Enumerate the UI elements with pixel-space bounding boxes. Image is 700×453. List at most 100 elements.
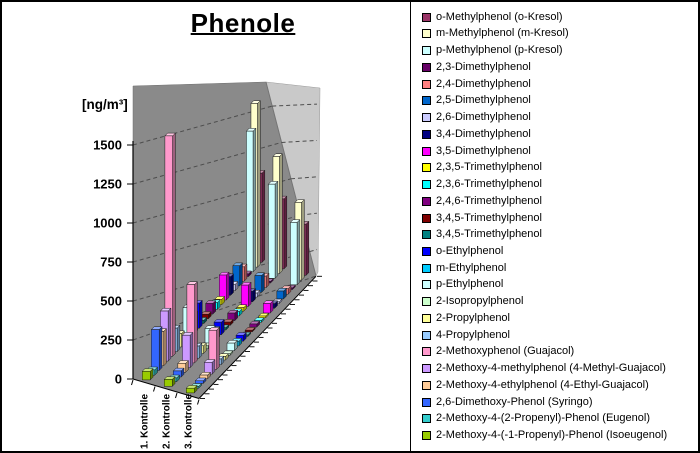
series-depth-axis bbox=[198, 275, 322, 399]
bar bbox=[141, 367, 154, 381]
bar bbox=[218, 271, 230, 301]
y-axis: 0 250 500 750 1000 1250 1500 bbox=[93, 138, 134, 387]
legend-marker bbox=[422, 247, 431, 257]
bar bbox=[205, 300, 217, 315]
bar bbox=[267, 180, 279, 279]
legend-marker bbox=[422, 180, 431, 190]
legend-marker bbox=[422, 29, 431, 39]
legend-marker bbox=[422, 12, 431, 22]
bars bbox=[141, 100, 310, 394]
legend-label: p-Ethylphenol bbox=[436, 278, 504, 291]
legend-marker bbox=[422, 364, 431, 374]
legend-item: 2-Methoxyphenol (Guajacol) bbox=[422, 346, 696, 357]
legend-label: m-Ethylphenol bbox=[436, 261, 507, 274]
legend-label: 2,6-Dimethoxy-Phenol (Syringo) bbox=[436, 395, 593, 408]
legend-item: m-Methylphenol (m-Kresol) bbox=[422, 28, 696, 39]
legend-item: 2,4,6-Trimethylphenol bbox=[422, 194, 696, 207]
legend-item: 2-Propylphenol bbox=[422, 311, 696, 324]
legend-marker bbox=[422, 129, 431, 139]
legend-item: 3,4,5-Trimethylphenol bbox=[422, 229, 696, 240]
category-label: 1. Kontrolle bbox=[140, 394, 151, 449]
legend-item: 2-Methoxy-4-(2-Propenyl)-Phenol (Eugenol… bbox=[422, 413, 696, 424]
legend-item: o-Methylphenol (o-Kresol) bbox=[422, 10, 696, 23]
legend-item: 3,5-Dimethylphenol bbox=[422, 144, 696, 157]
legend-item: o-Ethylphenol bbox=[422, 246, 696, 257]
legend: o-Methylphenol (o-Kresol) m-Methylphenol … bbox=[410, 2, 698, 451]
legend-label: 2-Propylphenol bbox=[436, 311, 510, 324]
legend-item: p-Methylphenol (p-Kresol) bbox=[422, 45, 696, 56]
legend-marker bbox=[422, 79, 431, 89]
legend-item: 2,3-Dimethylphenol bbox=[422, 61, 696, 73]
legend-item: 2-Methoxy-4-ethylphenol (4-Ethyl-Guajaco… bbox=[422, 379, 696, 391]
legend-item: 2-Methoxy-4-methylphenol (4-Methyl-Guaja… bbox=[422, 363, 696, 374]
bar bbox=[163, 375, 176, 388]
legend-marker bbox=[422, 146, 431, 156]
bar bbox=[240, 281, 252, 308]
legend-label: 2,4,6-Trimethylphenol bbox=[436, 194, 542, 207]
legend-marker bbox=[422, 431, 431, 441]
legend-marker bbox=[422, 230, 431, 240]
legend-marker bbox=[422, 414, 431, 424]
category-label: 2. Kontrolle bbox=[162, 394, 173, 449]
chart-3d-plot: 0 250 500 750 1000 1250 1500 1. Kontrolle 2. Kon… bbox=[93, 81, 322, 449]
chart-title: Phenole bbox=[190, 8, 296, 38]
bar bbox=[254, 272, 266, 294]
legend-item: 2,3,5-Trimethylphenol bbox=[422, 162, 696, 173]
legend-marker bbox=[422, 380, 431, 390]
bar bbox=[150, 326, 163, 372]
legend-marker bbox=[422, 297, 431, 307]
y-tick-label: 0 bbox=[115, 372, 122, 387]
category-axis bbox=[131, 378, 200, 405]
legend-label: 3,4,5-Trimethylphenol bbox=[436, 211, 542, 224]
legend-item: m-Ethylphenol bbox=[422, 261, 696, 274]
legend-marker bbox=[422, 163, 431, 173]
legend-label: m-Methylphenol (m-Kresol) bbox=[436, 27, 569, 40]
legend-label: 2,6-Dimethylphenol bbox=[436, 111, 531, 124]
legend-item: 3,4,5-Trimethylphenol bbox=[422, 211, 696, 224]
legend-item: 2-Isopropylphenol bbox=[422, 296, 696, 307]
bar bbox=[203, 358, 216, 375]
legend-label: 3,5-Dimethylphenol bbox=[436, 144, 531, 157]
legend-label: 2-Methoxyphenol (Guajacol) bbox=[436, 345, 575, 358]
legend-marker bbox=[422, 263, 431, 273]
legend-marker bbox=[422, 62, 431, 72]
legend-marker bbox=[422, 397, 431, 407]
category-labels: 1. Kontrolle 2. Kontrolle 3. Kontrolle bbox=[140, 394, 195, 449]
y-tick-label: 250 bbox=[100, 333, 122, 348]
legend-marker bbox=[422, 46, 431, 56]
legend-label: o-Methylphenol (o-Kresol) bbox=[436, 10, 563, 23]
bar bbox=[258, 312, 270, 319]
legend-label: o-Ethylphenol bbox=[436, 245, 504, 258]
legend-marker bbox=[422, 280, 431, 290]
legend-item: p-Ethylphenol bbox=[422, 279, 696, 290]
bar bbox=[289, 218, 301, 286]
legend-label: 2,5-Dimethylphenol bbox=[436, 94, 531, 107]
bar bbox=[208, 326, 221, 371]
legend-item: 4-Propylphenol bbox=[422, 329, 696, 341]
legend-item: 3,4-Dimethylphenol bbox=[422, 128, 696, 140]
y-tick-label: 1000 bbox=[93, 216, 122, 231]
y-axis-unit-label: [ng/m³] bbox=[82, 97, 128, 112]
y-tick-label: 1500 bbox=[93, 138, 122, 153]
bar bbox=[244, 326, 256, 333]
legend-item: 2,5-Dimethylphenol bbox=[422, 95, 696, 106]
legend-item: 2,6-Dimethoxy-Phenol (Syringo) bbox=[422, 395, 696, 408]
legend-label: 2-Methoxy-4-(2-Propenyl)-Phenol (Eugenol… bbox=[436, 412, 650, 425]
bar bbox=[245, 127, 257, 273]
legend-marker bbox=[422, 196, 431, 206]
legend-item: 2,3,6-Trimethylphenol bbox=[422, 179, 696, 190]
bar bbox=[262, 300, 274, 314]
legend-label: 2-Methoxy-4-(-1-Propenyl)-Phenol (Isoeug… bbox=[436, 429, 668, 442]
bar bbox=[226, 339, 238, 352]
legend-item: 2,6-Dimethylphenol bbox=[422, 112, 696, 123]
legend-marker bbox=[422, 96, 431, 106]
bar bbox=[222, 318, 234, 326]
legend-label: 2-Isopropylphenol bbox=[436, 295, 524, 308]
bar bbox=[276, 287, 288, 300]
y-tick-label: 750 bbox=[100, 255, 122, 270]
category-label: 3. Kontrolle bbox=[184, 394, 195, 449]
legend-label: 2,3,6-Trimethylphenol bbox=[436, 178, 542, 191]
legend-label: 2,4-Dimethylphenol bbox=[436, 77, 531, 90]
legend-label: p-Methylphenol (p-Kresol) bbox=[436, 44, 563, 57]
legend-label: 2-Methoxy-4-methylphenol (4-Methyl-Guaja… bbox=[436, 362, 666, 375]
